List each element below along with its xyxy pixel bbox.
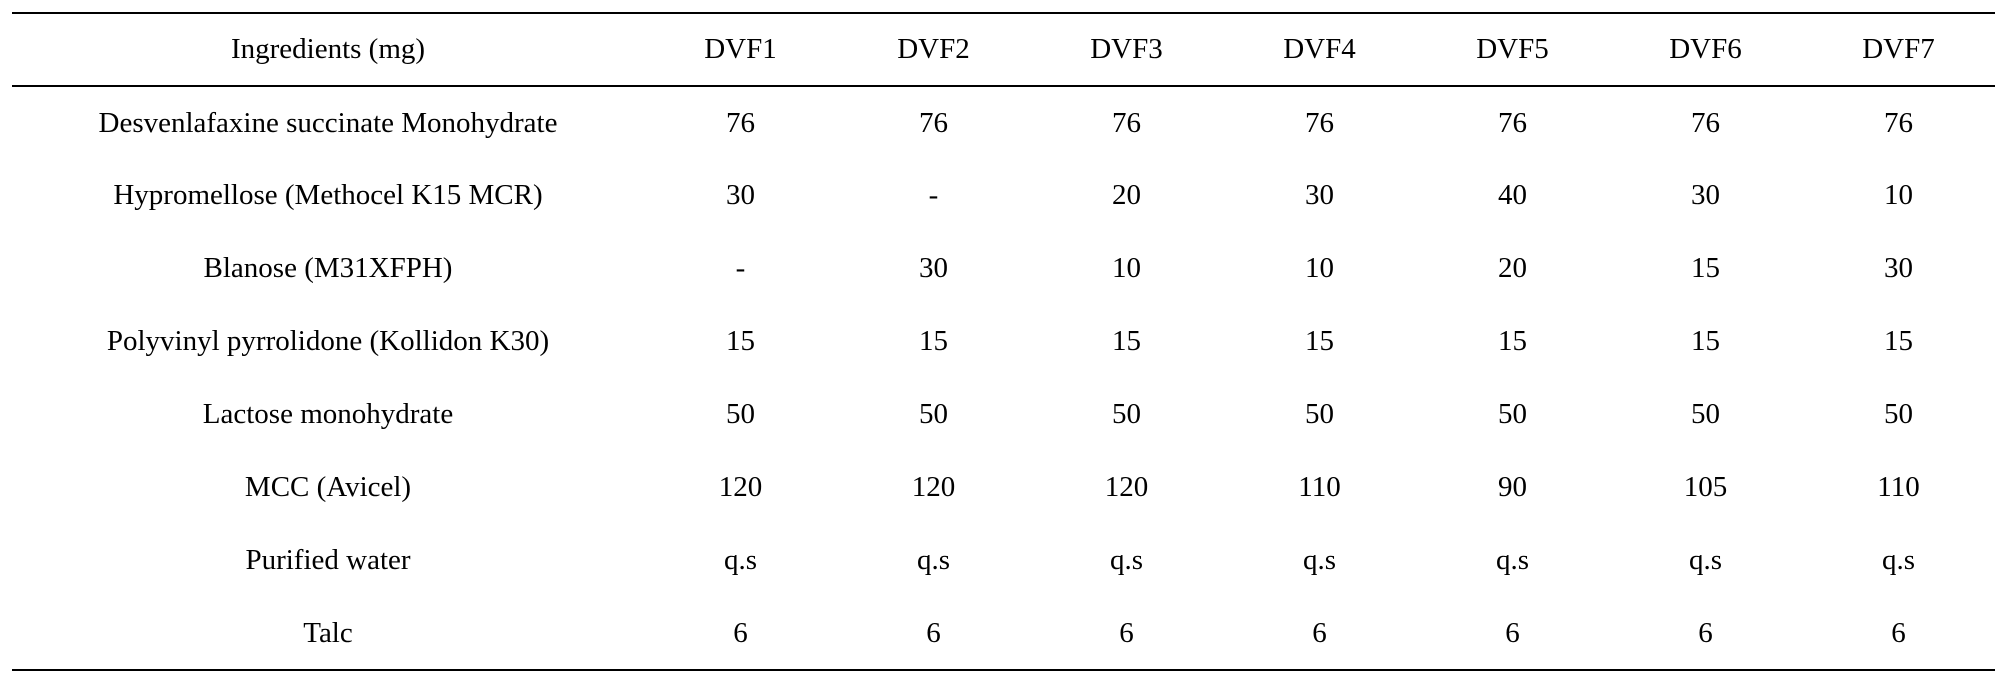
- ingredient-name-cell: Blanose (M31XFPH): [203, 252, 453, 284]
- quantity-cell: 30: [1305, 179, 1334, 211]
- quantity-cell: 40: [1498, 179, 1527, 211]
- quantity-cell: 6: [644, 597, 837, 671]
- column-header-dvf1: DVF1: [644, 12, 837, 87]
- column-header-dvf2: DVF2: [837, 12, 1030, 87]
- table-row: Purified water q.s q.s q.s q.s q.s q.s q.s: [12, 524, 1995, 597]
- quantity-cell: 76: [1112, 106, 1141, 139]
- ingredient-name-cell: Purified water: [245, 544, 411, 576]
- table-row: MCC (Avicel) 120 120 120 110 90 105 110: [12, 451, 1995, 524]
- column-header-dvf7: DVF7: [1802, 12, 1995, 87]
- table-row: Polyvinyl pyrrolidone (Kollidon K30) 15 15…: [12, 305, 1995, 378]
- quantity-cell: 50: [1498, 398, 1527, 430]
- table-row: Blanose (M31XFPH) - 30 10 10 20 15 30: [12, 232, 1995, 305]
- quantity-cell: q.s: [1881, 544, 1916, 576]
- column-header-ingredients: Ingredients (mg): [12, 12, 644, 87]
- header-row: Ingredients (mg) DVF1 DVF2 DVF3 DVF4 DVF…: [12, 12, 1995, 87]
- quantity-cell: q.s: [1302, 544, 1337, 576]
- quantity-cell: 110: [1298, 471, 1341, 503]
- quantity-cell: 15: [1498, 325, 1527, 357]
- quantity-cell: 15: [1884, 325, 1913, 357]
- table-body: Desvenlafaxine succinate Monohydrate 76 76…: [12, 86, 1995, 671]
- quantity-cell: 90: [1498, 471, 1527, 503]
- quantity-cell: 10: [1112, 252, 1141, 284]
- quantity-cell: 50: [726, 398, 755, 430]
- quantity-cell: 6: [1802, 597, 1995, 671]
- quantity-cell: q.s: [1109, 544, 1144, 576]
- quantity-cell: 76: [1691, 106, 1720, 139]
- quantity-cell: 6: [1223, 597, 1416, 671]
- quantity-cell: 50: [1112, 398, 1141, 430]
- table-row: Lactose monohydrate 50 50 50 50 50 50 50: [12, 378, 1995, 451]
- quantity-cell: 20: [1112, 179, 1141, 211]
- table-row: Talc 6 6 6 6 6 6 6: [12, 597, 1995, 671]
- quantity-cell: 6: [837, 597, 1030, 671]
- quantity-cell: q.s: [723, 544, 758, 576]
- quantity-cell: 30: [726, 179, 755, 211]
- table-row: Desvenlafaxine succinate Monohydrate 76 76…: [12, 86, 1995, 159]
- quantity-cell: 76: [1305, 106, 1334, 139]
- quantity-cell: 76: [726, 106, 755, 139]
- quantity-cell: 50: [919, 398, 948, 430]
- quantity-cell: q.s: [916, 544, 951, 576]
- quantity-cell: 6: [1030, 597, 1223, 671]
- quantity-cell: 15: [1691, 252, 1720, 284]
- quantity-cell: -: [735, 252, 746, 284]
- quantity-cell: 120: [718, 471, 763, 503]
- quantity-cell: 30: [1884, 252, 1913, 284]
- quantity-cell: 10: [1884, 179, 1913, 211]
- quantity-cell: 120: [911, 471, 956, 503]
- column-header-dvf3: DVF3: [1030, 12, 1223, 87]
- quantity-cell: 30: [919, 252, 948, 284]
- quantity-cell: 30: [1691, 179, 1720, 211]
- quantity-cell: 15: [1305, 325, 1334, 357]
- quantity-cell: 10: [1305, 252, 1334, 284]
- quantity-cell: 20: [1498, 252, 1527, 284]
- ingredient-name-cell: Lactose monohydrate: [202, 398, 454, 430]
- formulation-table-container: Ingredients (mg) DVF1 DVF2 DVF3 DVF4 DVF…: [12, 12, 1995, 671]
- quantity-cell: 76: [1498, 106, 1527, 139]
- ingredient-name-cell: Polyvinyl pyrrolidone (Kollidon K30): [106, 325, 550, 357]
- column-header-dvf6: DVF6: [1609, 12, 1802, 87]
- quantity-cell: 120: [1104, 471, 1149, 503]
- quantity-cell: 6: [1609, 597, 1802, 671]
- quantity-cell: 50: [1691, 398, 1720, 430]
- quantity-cell: -: [928, 179, 939, 211]
- table-header: Ingredients (mg) DVF1 DVF2 DVF3 DVF4 DVF…: [12, 12, 1995, 87]
- quantity-cell: 76: [919, 106, 948, 139]
- quantity-cell: 110: [1877, 471, 1920, 503]
- quantity-cell: q.s: [1495, 544, 1530, 576]
- column-header-dvf4: DVF4: [1223, 12, 1416, 87]
- ingredient-name-cell: Desvenlafaxine succinate Monohydrate: [98, 106, 558, 139]
- table-row: Hypromellose (Methocel K15 MCR) 30 - 20 30 40…: [12, 159, 1995, 232]
- ingredient-name-cell: Talc: [12, 597, 644, 671]
- quantity-cell: 105: [1683, 471, 1728, 503]
- column-header-dvf5: DVF5: [1416, 12, 1609, 87]
- quantity-cell: 15: [919, 325, 948, 357]
- ingredient-name-cell: MCC (Avicel): [244, 471, 412, 503]
- formulation-table: Ingredients (mg) DVF1 DVF2 DVF3 DVF4 DVF…: [12, 12, 1995, 671]
- quantity-cell: 15: [1691, 325, 1720, 357]
- quantity-cell: 50: [1884, 398, 1913, 430]
- quantity-cell: 50: [1305, 398, 1334, 430]
- quantity-cell: 15: [1112, 325, 1141, 357]
- ingredient-name-cell: Hypromellose (Methocel K15 MCR): [113, 179, 543, 211]
- quantity-cell: 15: [726, 325, 755, 357]
- quantity-cell: 76: [1884, 106, 1913, 139]
- quantity-cell: 6: [1416, 597, 1609, 671]
- quantity-cell: q.s: [1688, 544, 1723, 576]
